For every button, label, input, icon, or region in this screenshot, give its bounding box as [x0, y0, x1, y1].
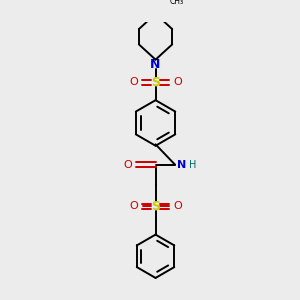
Text: O: O: [173, 77, 182, 87]
Text: S: S: [151, 200, 160, 213]
Text: S: S: [151, 76, 160, 88]
Text: N: N: [177, 160, 186, 170]
Text: O: O: [173, 201, 182, 211]
Text: H: H: [189, 160, 196, 170]
Text: N: N: [150, 58, 161, 71]
Text: CH₃: CH₃: [169, 0, 183, 6]
Text: O: O: [129, 77, 138, 87]
Text: O: O: [129, 201, 138, 211]
Text: O: O: [123, 160, 132, 170]
